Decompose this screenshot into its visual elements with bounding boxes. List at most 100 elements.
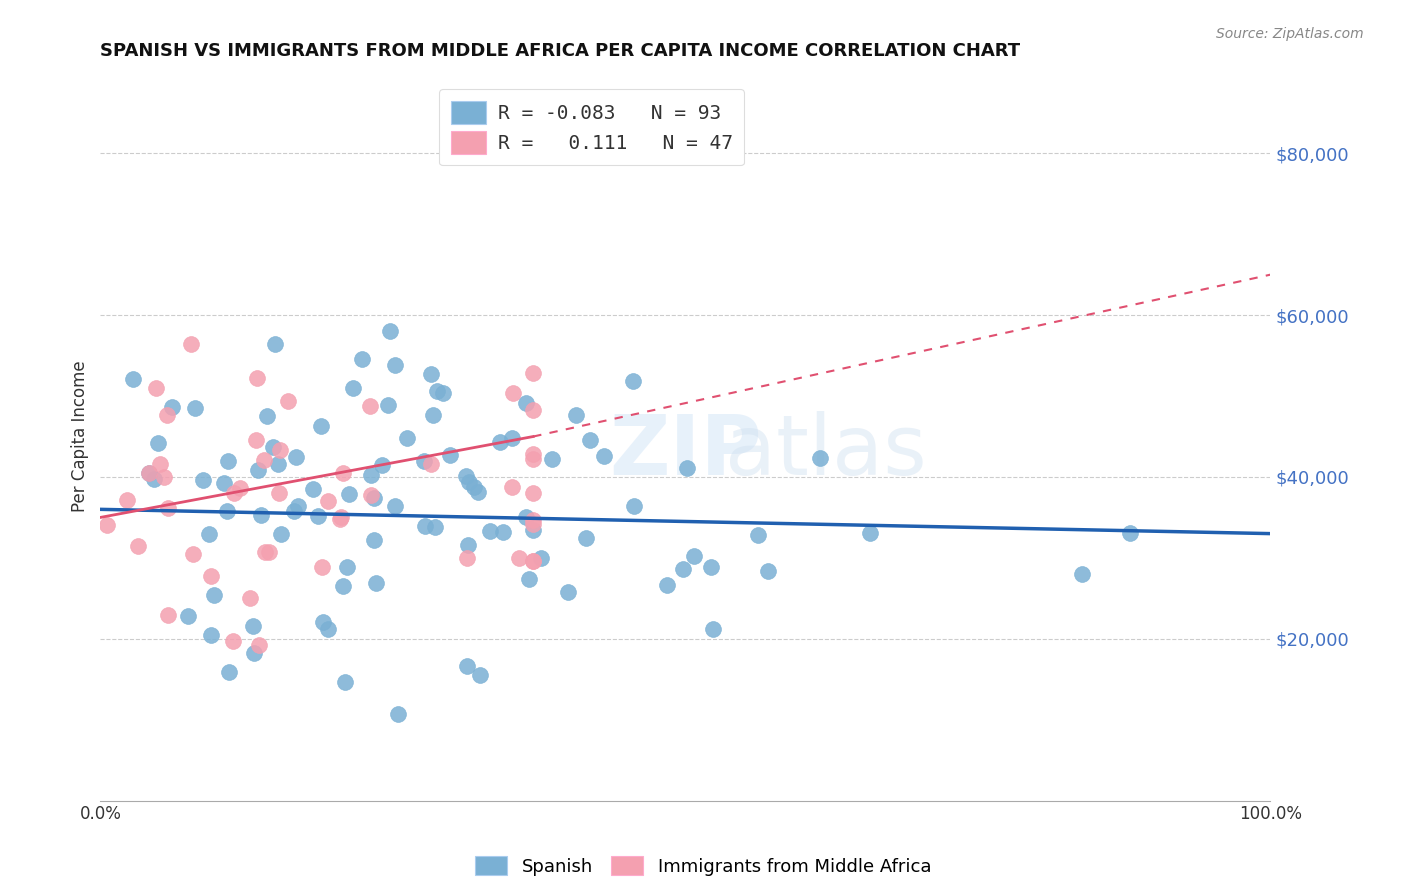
Point xyxy=(285,450,308,464)
Point xyxy=(149,457,172,471)
Point xyxy=(287,499,309,513)
Point xyxy=(522,367,544,381)
Point xyxy=(672,562,695,576)
Point xyxy=(457,538,479,552)
Point xyxy=(425,519,447,533)
Point xyxy=(342,381,364,395)
Point xyxy=(422,408,444,422)
Point xyxy=(371,458,394,473)
Point xyxy=(515,509,537,524)
Point xyxy=(420,457,443,471)
Point xyxy=(384,358,406,372)
Point xyxy=(747,528,769,542)
Point xyxy=(127,540,149,554)
Point xyxy=(492,524,515,539)
Point xyxy=(333,675,356,690)
Point xyxy=(541,451,564,466)
Point xyxy=(456,550,478,565)
Point xyxy=(253,452,276,467)
Point xyxy=(702,622,724,636)
Point xyxy=(307,508,329,523)
Point xyxy=(336,560,359,574)
Point xyxy=(239,591,262,605)
Point xyxy=(138,467,160,481)
Point xyxy=(378,324,401,338)
Point xyxy=(245,433,267,447)
Point xyxy=(257,544,280,558)
Point xyxy=(565,408,588,422)
Point xyxy=(212,475,235,490)
Point xyxy=(557,584,579,599)
Point xyxy=(683,549,706,563)
Point xyxy=(247,463,270,477)
Point xyxy=(270,527,292,541)
Point xyxy=(359,399,381,413)
Text: ZIP: ZIP xyxy=(609,410,762,491)
Point xyxy=(621,374,644,388)
Point xyxy=(655,578,678,592)
Point xyxy=(413,519,436,533)
Point xyxy=(593,449,616,463)
Point xyxy=(623,499,645,513)
Point xyxy=(363,533,385,547)
Point xyxy=(312,615,335,629)
Point xyxy=(115,493,138,508)
Point xyxy=(96,517,118,532)
Legend: Spanish, Immigrants from Middle Africa: Spanish, Immigrants from Middle Africa xyxy=(467,849,939,883)
Point xyxy=(143,472,166,486)
Point xyxy=(250,508,273,522)
Point xyxy=(515,396,537,410)
Point xyxy=(508,550,530,565)
Point xyxy=(413,453,436,467)
Point xyxy=(224,486,246,500)
Point xyxy=(311,560,333,574)
Point xyxy=(246,371,269,385)
Point xyxy=(138,466,160,480)
Point xyxy=(262,440,284,454)
Point xyxy=(217,454,239,468)
Point xyxy=(575,532,598,546)
Point xyxy=(384,500,406,514)
Point xyxy=(269,442,291,457)
Point xyxy=(301,482,323,496)
Point xyxy=(121,372,143,386)
Point xyxy=(247,638,270,652)
Point xyxy=(254,545,277,559)
Point xyxy=(200,628,222,642)
Point xyxy=(337,486,360,500)
Point xyxy=(160,400,183,414)
Point xyxy=(426,384,449,398)
Point xyxy=(277,394,299,409)
Point xyxy=(193,474,215,488)
Point xyxy=(501,431,523,445)
Point xyxy=(1071,567,1094,582)
Point xyxy=(432,386,454,401)
Point xyxy=(454,469,477,483)
Point xyxy=(156,500,179,515)
Point xyxy=(146,436,169,450)
Point xyxy=(387,707,409,722)
Point xyxy=(377,399,399,413)
Text: atlas: atlas xyxy=(724,410,927,491)
Point xyxy=(180,336,202,351)
Point xyxy=(156,607,179,622)
Point xyxy=(457,475,479,490)
Point xyxy=(675,461,697,475)
Point xyxy=(316,622,339,636)
Point xyxy=(243,646,266,660)
Point xyxy=(522,452,544,467)
Point xyxy=(329,512,352,526)
Point xyxy=(218,665,240,679)
Point xyxy=(517,572,540,586)
Text: SPANISH VS IMMIGRANTS FROM MIDDLE AFRICA PER CAPITA INCOME CORRELATION CHART: SPANISH VS IMMIGRANTS FROM MIDDLE AFRICA… xyxy=(100,42,1021,60)
Point xyxy=(502,386,524,401)
Point xyxy=(332,466,354,480)
Point xyxy=(522,553,544,567)
Point xyxy=(859,526,882,541)
Point xyxy=(263,336,285,351)
Point xyxy=(153,469,176,483)
Point xyxy=(198,526,221,541)
Point xyxy=(578,433,600,447)
Point xyxy=(256,409,278,423)
Point xyxy=(501,480,523,494)
